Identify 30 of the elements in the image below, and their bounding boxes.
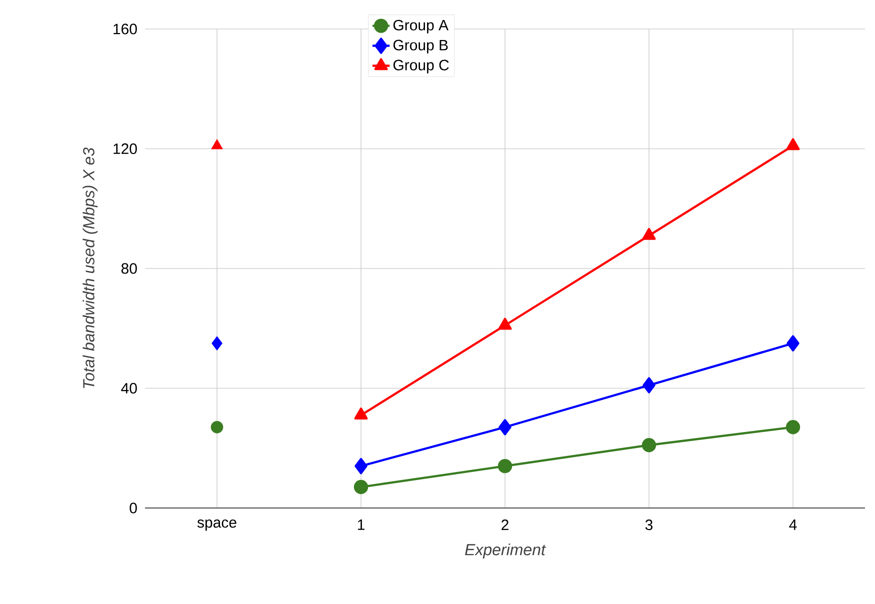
point — [786, 138, 800, 150]
y-axis-title: Total bandwidth used (Mbps) X e3 — [82, 148, 98, 388]
legend-label: Group A — [393, 20, 449, 34]
x-tick-label: 2 — [502, 520, 508, 530]
x-axis-title: Experiment — [465, 544, 546, 558]
point — [498, 419, 512, 436]
point — [642, 438, 656, 452]
y-tick-label: 160 — [114, 24, 137, 34]
point — [212, 336, 222, 351]
y-tick-label: 80 — [121, 263, 137, 274]
point — [642, 377, 656, 394]
y-tick-label: 40 — [121, 382, 137, 394]
point — [642, 228, 656, 240]
point — [498, 318, 512, 330]
point — [354, 408, 368, 420]
x-tick-label: 4 — [789, 520, 797, 530]
legend-label: Group C — [393, 60, 449, 74]
y-tick-label: 120 — [114, 143, 137, 154]
point — [211, 139, 223, 150]
point — [210, 420, 224, 434]
legend-label: Group B — [393, 40, 448, 54]
point — [354, 458, 368, 474]
x-tick-label: 1 — [358, 520, 364, 530]
point — [786, 335, 800, 352]
point — [786, 420, 800, 434]
x-tick-label: 3 — [645, 520, 653, 530]
y-tick-label: 0 — [130, 502, 137, 514]
point — [498, 458, 512, 474]
point — [354, 480, 368, 494]
x-tick-label: space — [197, 520, 236, 531]
